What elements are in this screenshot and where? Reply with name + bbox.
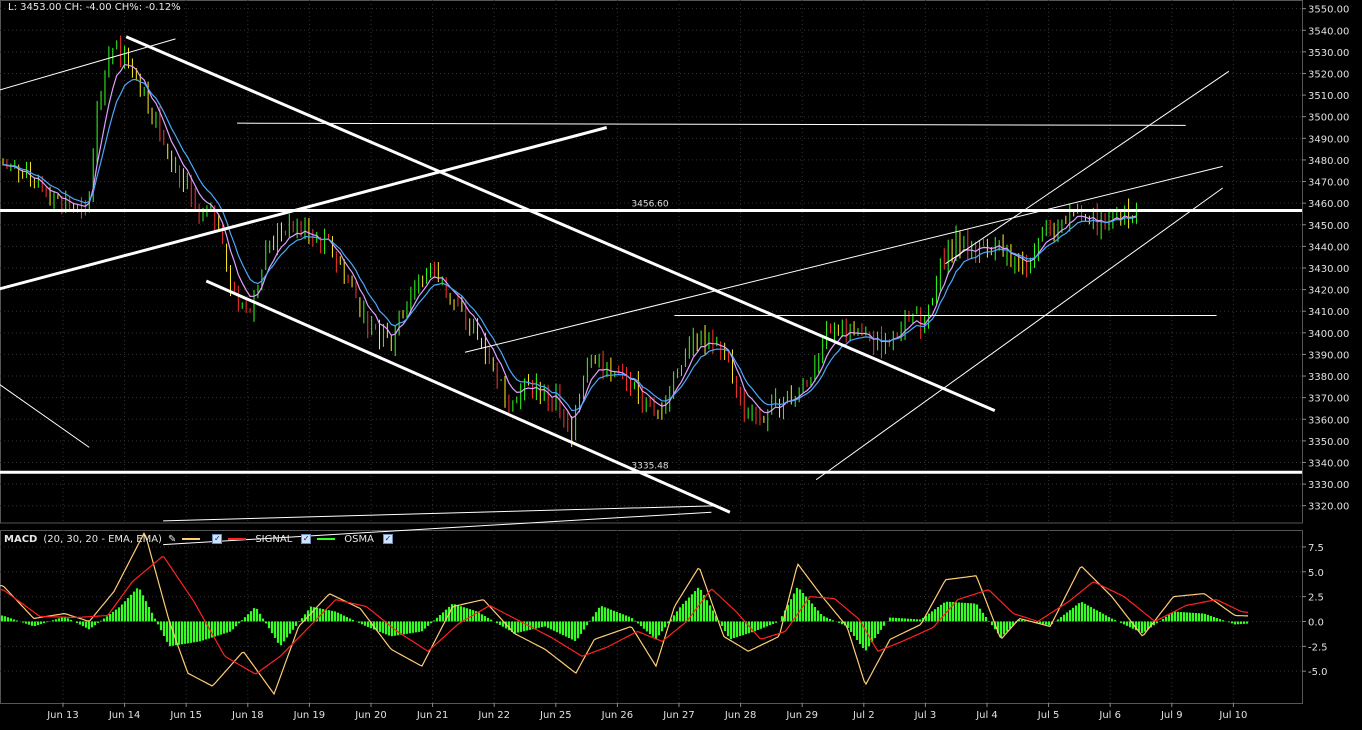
x-tick-label: Jun 22: [477, 710, 510, 721]
macd-panel-border: [0, 530, 1303, 704]
x-tick-label: Jun 18: [231, 710, 264, 721]
y-tick-label: 3430.00: [1308, 264, 1349, 275]
macd-y-tick-label: 7.5: [1308, 543, 1324, 554]
x-tick-label: Jul 6: [1098, 710, 1121, 721]
y-tick-label: 3530.00: [1308, 48, 1349, 59]
x-tick-label: Jun 13: [46, 710, 79, 721]
y-tick-label: 3480.00: [1308, 156, 1349, 167]
price-info-readout: L: 3453.00 CH: -4.00 CH%: -0.12%: [8, 2, 181, 13]
y-tick-label: 3390.00: [1308, 350, 1349, 361]
y-tick-label: 3550.00: [1308, 5, 1349, 16]
main-panel-border: [0, 0, 1303, 524]
signal-visible-checkbox[interactable]: ✓: [301, 534, 312, 544]
signal-line: [0, 556, 1249, 675]
x-tick-label: Jun 14: [108, 710, 141, 721]
trend-line: [815, 187, 1223, 481]
x-tick-label: Jul 5: [1037, 710, 1060, 721]
x-tick-label: Jun 27: [662, 710, 695, 721]
osma-label: OSMA: [344, 533, 374, 545]
horizontal-level-label: 3335.48: [631, 461, 668, 471]
ma-fast-line: [2, 63, 1137, 420]
macd-line-swatch: [182, 538, 201, 540]
trend-line: [163, 505, 718, 522]
y-tick-label: 3520.00: [1308, 69, 1349, 80]
x-tick-label: Jun 21: [416, 710, 449, 721]
y-tick-label: 3500.00: [1308, 113, 1349, 124]
y-tick-label: 3510.00: [1308, 91, 1349, 102]
macd-legend: MACD (20, 30, 20 - EMA, EMA) ✎ ✓ SIGNAL …: [4, 532, 393, 546]
y-tick-label: 3320.00: [1308, 502, 1349, 513]
trend-line: [0, 384, 90, 448]
y-tick-label: 3370.00: [1308, 394, 1349, 405]
y-tick-label: 3350.00: [1308, 437, 1349, 448]
signal-label: SIGNAL: [255, 533, 293, 545]
x-tick-label: Jul 4: [975, 710, 998, 721]
osma-swatch: [317, 538, 336, 540]
trend-line: [163, 511, 712, 546]
x-tick-label: Jun 26: [601, 710, 634, 721]
macd-visible-checkbox[interactable]: ✓: [212, 534, 223, 544]
macd-y-tick-label: 5.0: [1308, 568, 1324, 579]
trend-line: [237, 122, 1186, 126]
macd-edit-icon[interactable]: ✎: [167, 533, 177, 545]
trend-line: [205, 279, 731, 514]
y-tick-label: 3440.00: [1308, 242, 1349, 253]
ma-slow-line: [2, 78, 1137, 412]
macd-params: (20, 30, 20 - EMA, EMA): [43, 533, 162, 545]
y-tick-label: 3540.00: [1308, 26, 1349, 37]
y-tick-label: 3420.00: [1308, 286, 1349, 297]
y-tick-label: 3330.00: [1308, 480, 1349, 491]
x-tick-label: Jun 15: [169, 710, 202, 721]
y-tick-label: 3490.00: [1308, 134, 1349, 145]
y-tick-label: 3410.00: [1308, 307, 1349, 318]
x-tick-label: Jun 19: [293, 710, 326, 721]
macd-title: MACD: [4, 533, 38, 545]
x-tick-label: Jun 28: [724, 710, 757, 721]
y-tick-label: 3450.00: [1308, 221, 1349, 232]
x-tick-label: Jul 9: [1160, 710, 1183, 721]
y-tick-label: 3380.00: [1308, 372, 1349, 383]
trend-line: [0, 126, 608, 291]
trend-line: [945, 70, 1230, 265]
y-tick-label: 3340.00: [1308, 458, 1349, 469]
x-tick-label: Jul 2: [852, 710, 875, 721]
x-tick-label: Jul 10: [1218, 710, 1247, 721]
x-tick-label: Jun 20: [354, 710, 387, 721]
y-tick-label: 3460.00: [1308, 199, 1349, 210]
macd-y-tick-label: -2.5: [1308, 642, 1328, 653]
macd-y-tick-label: 0.0: [1308, 617, 1324, 628]
signal-line-swatch: [228, 538, 247, 540]
y-tick-label: 3360.00: [1308, 415, 1349, 426]
x-tick-label: Jun 29: [785, 710, 818, 721]
y-tick-label: 3470.00: [1308, 178, 1349, 189]
y-tick-label: 3400.00: [1308, 329, 1349, 340]
macd-y-tick-label: -5.0: [1308, 667, 1328, 678]
x-tick-label: Jun 25: [539, 710, 572, 721]
trend-line: [0, 38, 176, 91]
horizontal-level-label: 3456.60: [631, 199, 668, 209]
osma-visible-checkbox[interactable]: ✓: [382, 534, 393, 544]
macd-line: [0, 532, 1248, 696]
trend-line: [464, 165, 1223, 353]
x-tick-label: Jul 3: [914, 710, 937, 721]
macd-y-tick-label: 2.5: [1308, 593, 1324, 604]
trend-line: [125, 35, 996, 412]
